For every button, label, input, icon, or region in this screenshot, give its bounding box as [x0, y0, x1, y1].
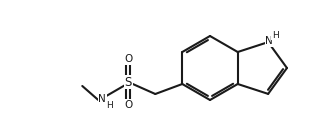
Text: N: N: [265, 36, 273, 46]
Text: H: H: [272, 31, 279, 40]
Text: S: S: [124, 75, 132, 89]
Text: N: N: [98, 94, 106, 104]
Text: H: H: [106, 101, 113, 109]
Text: O: O: [124, 100, 132, 110]
Text: O: O: [124, 54, 132, 64]
